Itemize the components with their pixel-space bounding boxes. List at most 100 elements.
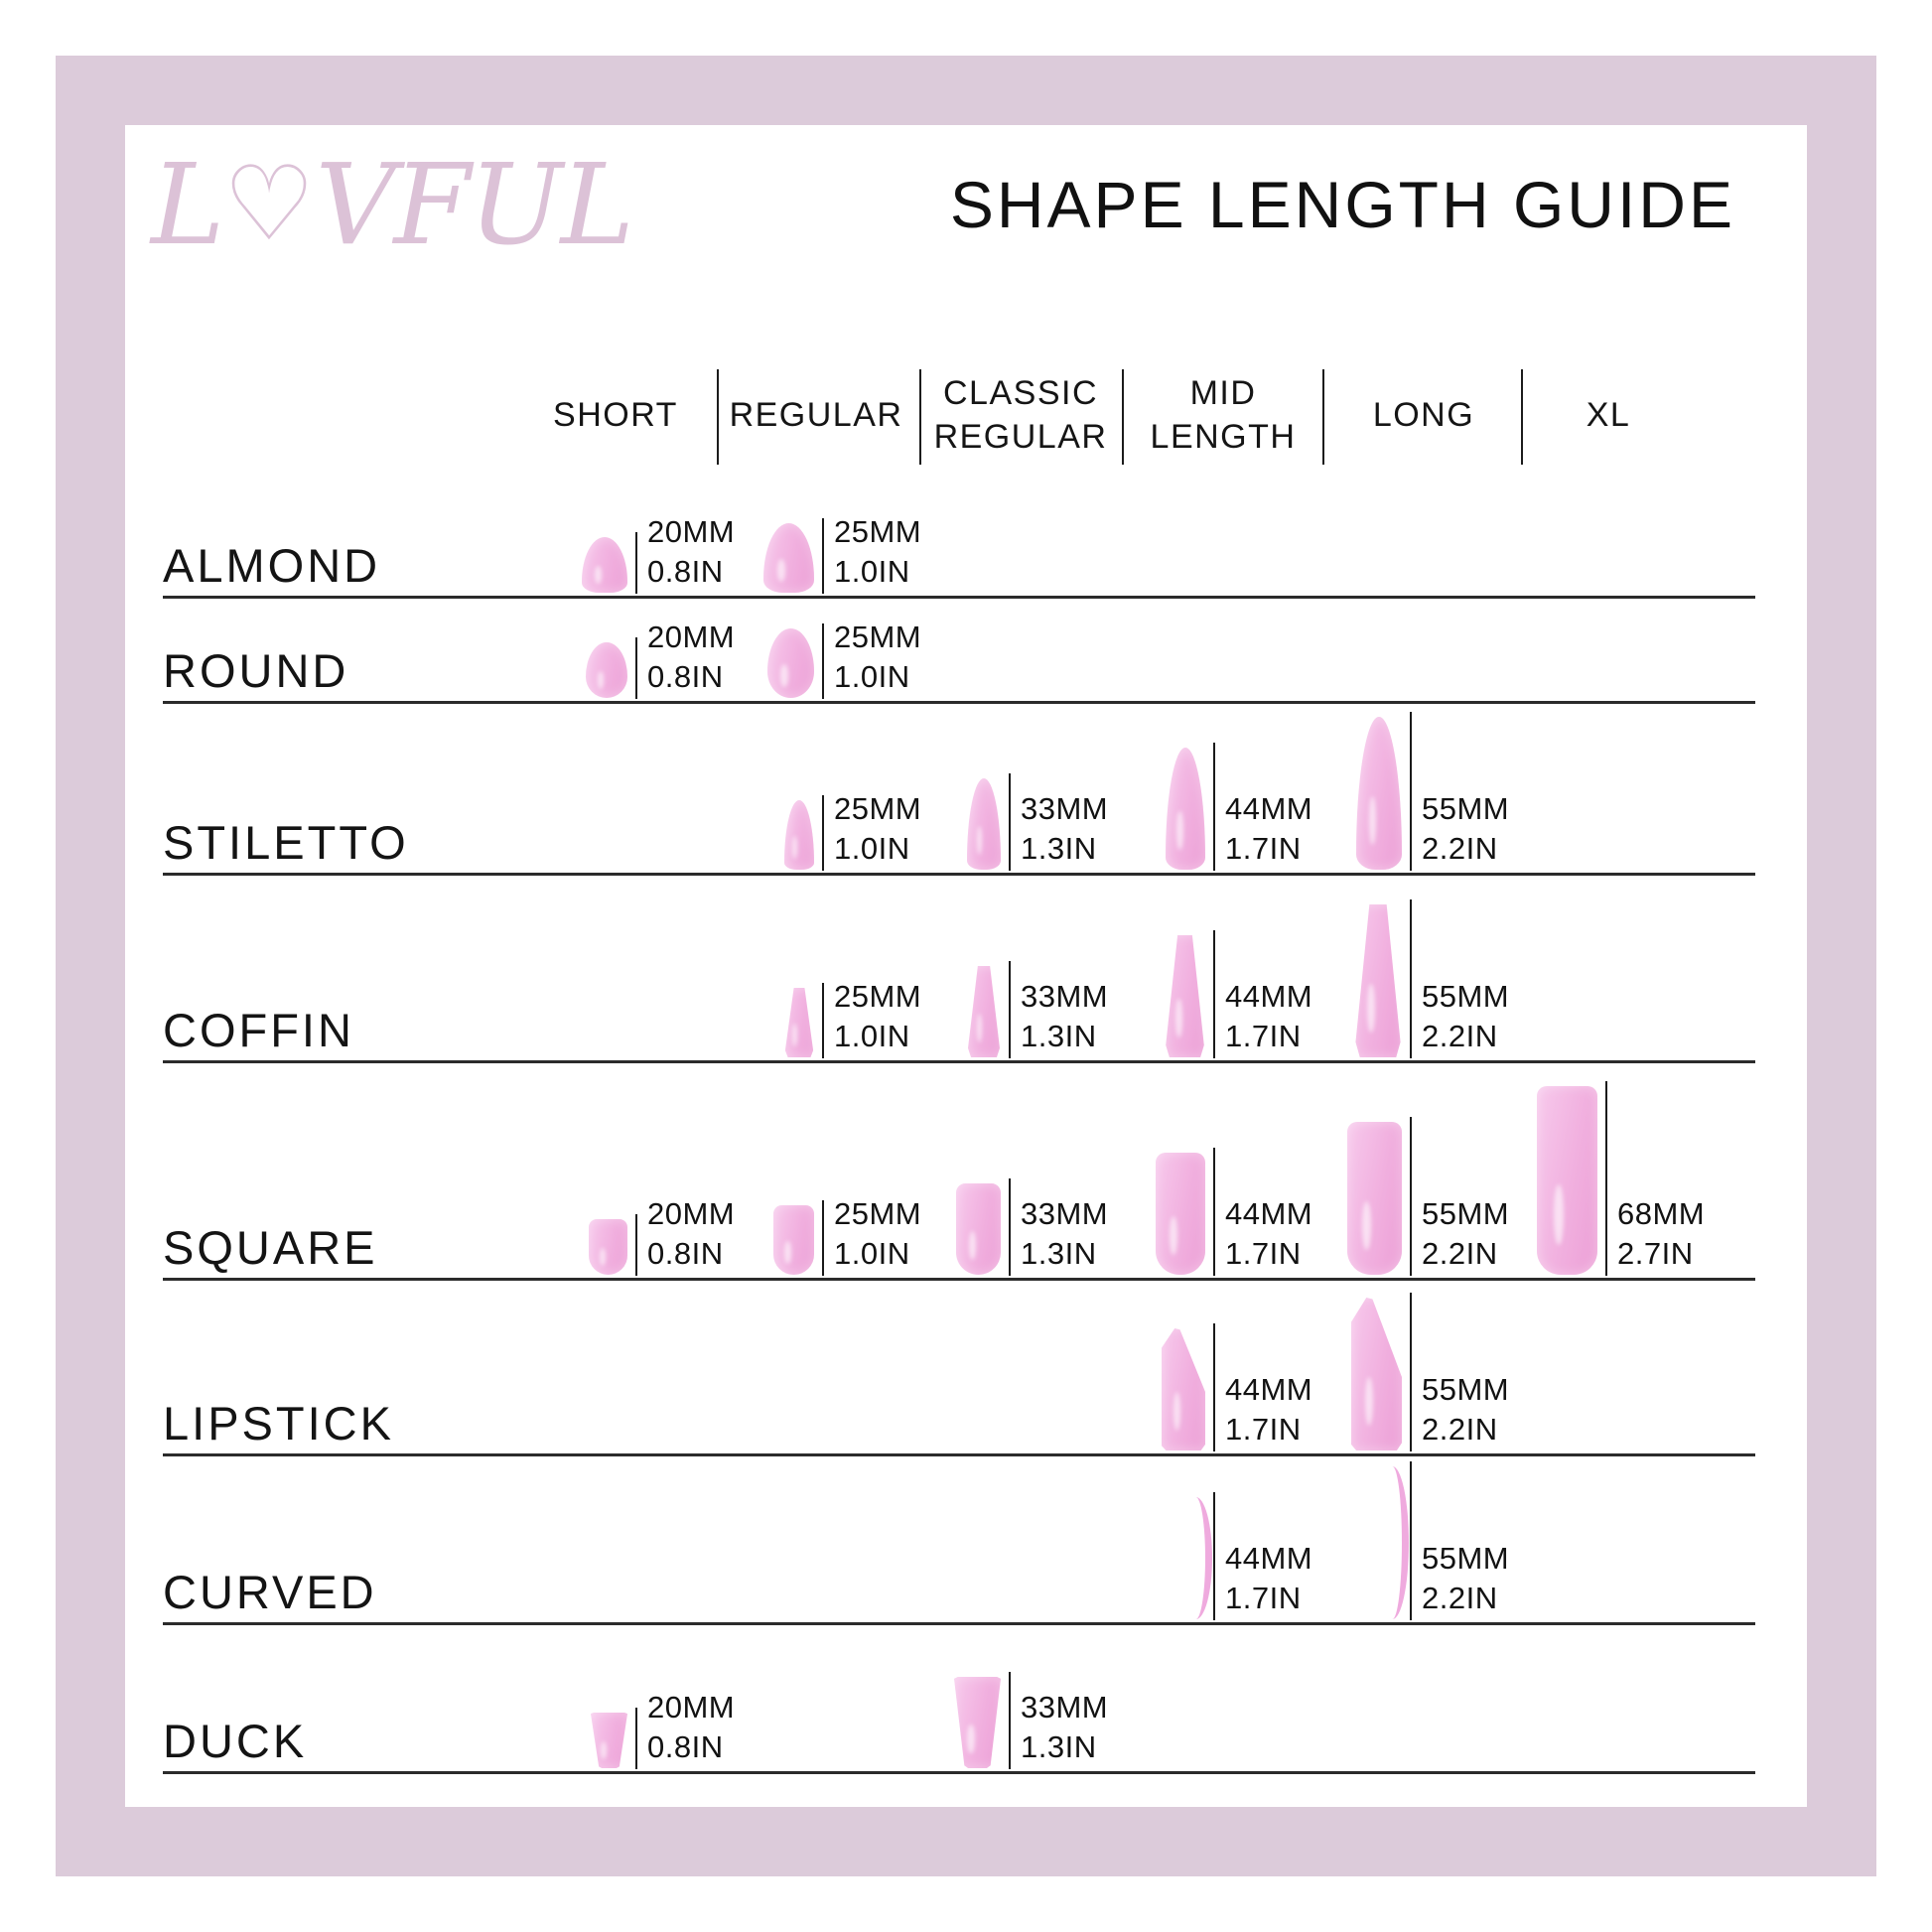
square-nail bbox=[773, 1205, 814, 1275]
size-label: 25MM 1.0IN bbox=[834, 512, 921, 592]
column-header-line: MID bbox=[1189, 374, 1257, 412]
size-mm: 55MM bbox=[1422, 1196, 1510, 1231]
size-mm: 44MM bbox=[1225, 1196, 1313, 1231]
column-header-line: SHORT bbox=[553, 396, 678, 434]
size-label: 44MM 1.7IN bbox=[1225, 1370, 1312, 1449]
column-header-classic-regular: CLASSIC REGULAR bbox=[934, 371, 1108, 459]
column-divider bbox=[1122, 369, 1124, 465]
column-divider bbox=[1521, 369, 1523, 465]
row-rule bbox=[163, 1453, 1755, 1456]
size-label: 25MM 1.0IN bbox=[834, 977, 921, 1056]
size-label: 20MM 0.8IN bbox=[647, 1688, 735, 1767]
size-in: 1.0IN bbox=[834, 659, 910, 694]
column-header-mid-length: MID LENGTH bbox=[1151, 371, 1297, 459]
size-mm: 44MM bbox=[1225, 1541, 1313, 1576]
size-in: 0.8IN bbox=[647, 659, 724, 694]
size-label: 44MM 1.7IN bbox=[1225, 1539, 1312, 1618]
size-in: 1.7IN bbox=[1225, 1412, 1302, 1447]
curved-nail bbox=[1376, 1466, 1409, 1619]
column-header-long: LONG bbox=[1373, 393, 1474, 437]
measure-line bbox=[1213, 1148, 1215, 1276]
measure-line bbox=[1009, 773, 1011, 871]
column-divider bbox=[919, 369, 921, 465]
size-label: 55MM 2.2IN bbox=[1422, 977, 1509, 1056]
size-mm: 33MM bbox=[1021, 791, 1109, 826]
measure-line bbox=[1213, 743, 1215, 871]
row-rule bbox=[163, 873, 1755, 876]
measure-line bbox=[1213, 1323, 1215, 1451]
size-mm: 33MM bbox=[1021, 1196, 1109, 1231]
row-label: SQUARE bbox=[163, 1221, 378, 1274]
column-header-line: REGULAR bbox=[933, 418, 1108, 456]
size-label: 25MM 1.0IN bbox=[834, 1194, 921, 1274]
measure-line bbox=[1213, 1492, 1215, 1620]
measure-line bbox=[1213, 930, 1215, 1058]
size-in: 0.8IN bbox=[647, 1729, 724, 1764]
size-mm: 25MM bbox=[834, 620, 922, 654]
size-label: 33MM 1.3IN bbox=[1021, 789, 1108, 869]
measure-line bbox=[635, 637, 637, 699]
measure-line bbox=[1410, 1117, 1412, 1276]
column-divider bbox=[1322, 369, 1324, 465]
size-label: 33MM 1.3IN bbox=[1021, 1688, 1108, 1767]
size-mm: 55MM bbox=[1422, 1372, 1510, 1407]
size-mm: 33MM bbox=[1021, 1690, 1109, 1725]
measure-line bbox=[822, 795, 824, 871]
size-in: 1.7IN bbox=[1225, 1019, 1302, 1053]
row-label: DUCK bbox=[163, 1715, 308, 1767]
size-in: 2.2IN bbox=[1422, 1019, 1498, 1053]
measure-line bbox=[822, 623, 824, 699]
row-label: STILETTO bbox=[163, 816, 409, 869]
square-nail bbox=[956, 1183, 1001, 1275]
measure-line bbox=[1410, 712, 1412, 871]
size-in: 1.3IN bbox=[1021, 1236, 1097, 1271]
size-in: 0.8IN bbox=[647, 1236, 724, 1271]
square-nail bbox=[589, 1219, 627, 1275]
size-mm: 55MM bbox=[1422, 791, 1510, 826]
column-header-line: XL bbox=[1586, 396, 1631, 434]
measure-line bbox=[1009, 1178, 1011, 1276]
size-label: 68MM 2.7IN bbox=[1617, 1194, 1705, 1274]
column-header-line: LONG bbox=[1372, 396, 1475, 434]
row-rule bbox=[163, 596, 1755, 599]
measure-line bbox=[1410, 1461, 1412, 1620]
size-in: 2.2IN bbox=[1422, 831, 1498, 866]
size-in: 2.2IN bbox=[1422, 1412, 1498, 1447]
size-label: 20MM 0.8IN bbox=[647, 1194, 735, 1274]
page-title: SHAPE LENGTH GUIDE bbox=[949, 168, 1735, 241]
size-mm: 44MM bbox=[1225, 791, 1313, 826]
size-mm: 68MM bbox=[1617, 1196, 1706, 1231]
size-in: 1.7IN bbox=[1225, 1236, 1302, 1271]
size-label: 55MM 2.2IN bbox=[1422, 1370, 1509, 1449]
size-label: 20MM 0.8IN bbox=[647, 618, 735, 697]
column-header-line: CLASSIC bbox=[943, 374, 1098, 412]
size-in: 2.2IN bbox=[1422, 1236, 1498, 1271]
size-in: 1.3IN bbox=[1021, 1729, 1097, 1764]
column-header-short: SHORT bbox=[553, 393, 678, 437]
size-label: 33MM 1.3IN bbox=[1021, 1194, 1108, 1274]
size-in: 1.3IN bbox=[1021, 831, 1097, 866]
size-mm: 20MM bbox=[647, 1690, 736, 1725]
logo-letter-pre: L bbox=[151, 141, 224, 270]
size-in: 1.0IN bbox=[834, 1236, 910, 1271]
measure-line bbox=[822, 1200, 824, 1276]
square-nail bbox=[1156, 1153, 1205, 1275]
row-rule bbox=[163, 1060, 1755, 1063]
row-label: ROUND bbox=[163, 644, 349, 697]
size-label: 25MM 1.0IN bbox=[834, 789, 921, 869]
measure-line bbox=[635, 1708, 637, 1769]
column-header-regular: REGULAR bbox=[730, 393, 903, 437]
size-label: 44MM 1.7IN bbox=[1225, 977, 1312, 1056]
size-label: 55MM 2.2IN bbox=[1422, 1194, 1509, 1274]
row-rule bbox=[163, 1771, 1755, 1774]
row-rule bbox=[163, 1278, 1755, 1281]
size-mm: 33MM bbox=[1021, 979, 1109, 1014]
row-label: LIPSTICK bbox=[163, 1397, 394, 1449]
square-nail bbox=[1347, 1122, 1402, 1275]
row-label: CURVED bbox=[163, 1566, 377, 1618]
size-mm: 20MM bbox=[647, 620, 736, 654]
size-label: 55MM 2.2IN bbox=[1422, 1539, 1509, 1618]
row-label: COFFIN bbox=[163, 1004, 354, 1056]
size-mm: 55MM bbox=[1422, 1541, 1510, 1576]
column-divider bbox=[717, 369, 719, 465]
